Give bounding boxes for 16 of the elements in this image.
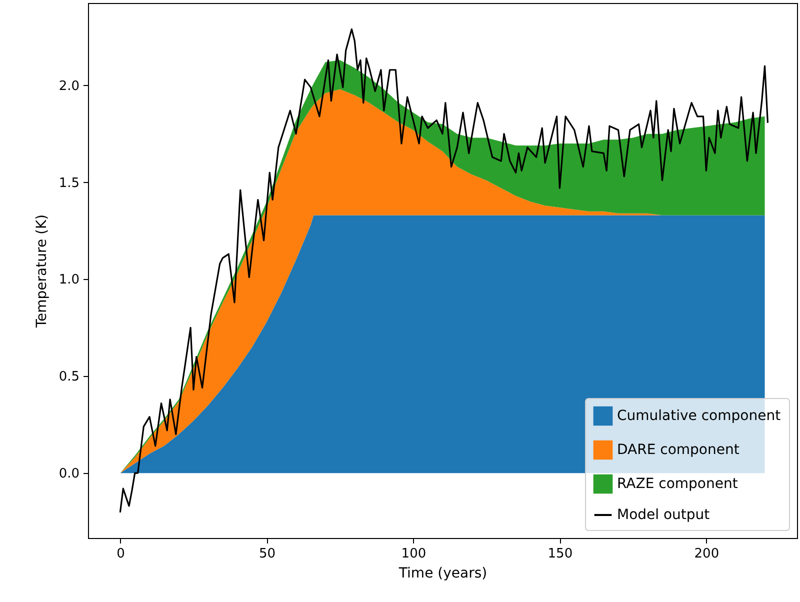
x-tick-label: 200 (694, 546, 720, 562)
x-tick-label: 100 (401, 546, 426, 562)
legend-label: RAZE component (617, 476, 738, 492)
legend-label: DARE component (617, 442, 740, 458)
legend-label: Cumulative component (617, 408, 782, 424)
y-tick-label: 0.5 (58, 370, 80, 385)
x-axis-title: Time (years) (398, 566, 488, 582)
legend-label: Model output (617, 507, 710, 523)
x-tick-label: 50 (258, 546, 276, 562)
x-tick-label: 0 (116, 546, 125, 562)
x-tick-label: 150 (548, 546, 573, 562)
y-tick-label: 0.0 (58, 466, 80, 482)
y-tick-label: 2.0 (58, 78, 80, 94)
y-axis-title: Temperature (K) (34, 214, 50, 329)
y-tick-label: 1.5 (58, 176, 80, 191)
y-tick-label: 1.0 (58, 272, 80, 288)
